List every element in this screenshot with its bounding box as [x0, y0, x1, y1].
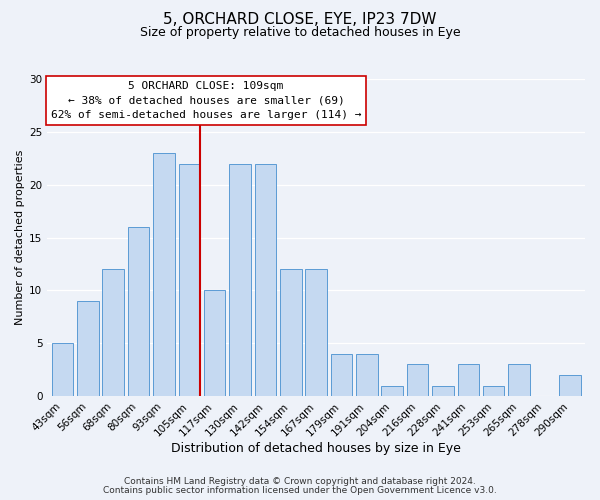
- Bar: [407, 364, 428, 396]
- Text: Contains HM Land Registry data © Crown copyright and database right 2024.: Contains HM Land Registry data © Crown c…: [124, 477, 476, 486]
- Y-axis label: Number of detached properties: Number of detached properties: [15, 150, 25, 325]
- Bar: [483, 386, 505, 396]
- Bar: [52, 344, 73, 396]
- Text: Size of property relative to detached houses in Eye: Size of property relative to detached ho…: [140, 26, 460, 39]
- Bar: [382, 386, 403, 396]
- Text: Contains public sector information licensed under the Open Government Licence v3: Contains public sector information licen…: [103, 486, 497, 495]
- Bar: [356, 354, 377, 396]
- Bar: [458, 364, 479, 396]
- Bar: [153, 153, 175, 396]
- Bar: [229, 164, 251, 396]
- Bar: [254, 164, 276, 396]
- Bar: [305, 270, 327, 396]
- Bar: [77, 301, 98, 396]
- Bar: [559, 375, 581, 396]
- Bar: [508, 364, 530, 396]
- X-axis label: Distribution of detached houses by size in Eye: Distribution of detached houses by size …: [171, 442, 461, 455]
- Bar: [179, 164, 200, 396]
- Text: 5 ORCHARD CLOSE: 109sqm
← 38% of detached houses are smaller (69)
62% of semi-de: 5 ORCHARD CLOSE: 109sqm ← 38% of detache…: [50, 80, 361, 120]
- Bar: [128, 227, 149, 396]
- Bar: [331, 354, 352, 396]
- Bar: [432, 386, 454, 396]
- Text: 5, ORCHARD CLOSE, EYE, IP23 7DW: 5, ORCHARD CLOSE, EYE, IP23 7DW: [163, 12, 437, 28]
- Bar: [204, 290, 226, 396]
- Bar: [103, 270, 124, 396]
- Bar: [280, 270, 302, 396]
